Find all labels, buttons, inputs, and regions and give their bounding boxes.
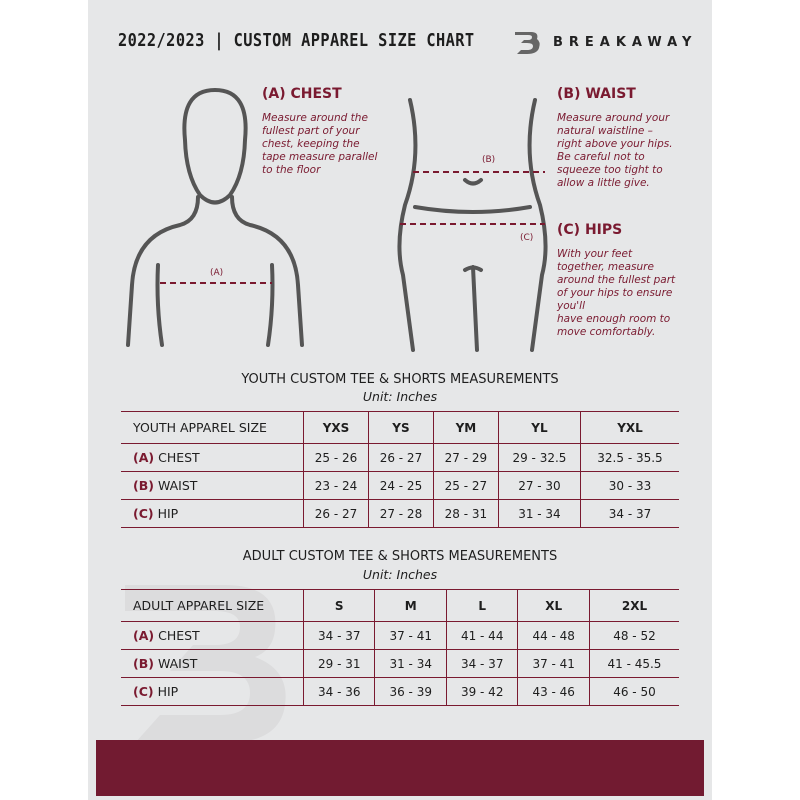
table-row: (A) CHEST 34 - 37 37 - 41 41 - 44 44 - 48 48 …	[121, 621, 679, 650]
brand-name: BREAKAWAY	[553, 34, 698, 50]
table-header-row: ADULT APPAREL SIZE S M L XL 2XL	[121, 589, 679, 622]
youth-unit: Unit: Inches	[362, 389, 438, 404]
size-label: YOUTH APPAREL SIZE	[121, 411, 304, 444]
cell: 30 - 33	[579, 471, 679, 500]
cell: 46 - 50	[588, 677, 679, 706]
youth-table-title: YOUTH CUSTOM TEE & SHORTS MEASUREMENTS	[241, 372, 559, 387]
cell: 31 - 34	[497, 499, 581, 528]
row-name: HIP	[157, 506, 179, 521]
cell: 27 - 28	[367, 499, 434, 528]
cell: 41 - 44	[445, 621, 518, 650]
row-letter: (A)	[133, 628, 155, 643]
chest-heading: (A) CHEST	[262, 86, 342, 102]
cell: 34 - 37	[579, 499, 679, 528]
cell: 32.5 - 35.5	[579, 443, 679, 472]
waist-marker: (B)	[482, 155, 495, 165]
footer-band	[96, 740, 704, 796]
brand-logo: BREAKAWAY	[513, 28, 697, 56]
cell: 28 - 31	[432, 499, 499, 528]
size-header: S	[302, 589, 375, 622]
chest-marker: (A)	[210, 268, 223, 278]
cell: 34 - 36	[302, 677, 375, 706]
size-header: YM	[432, 411, 499, 444]
row-name: WAIST	[157, 478, 198, 493]
adult-table-title: ADULT CUSTOM TEE & SHORTS MEASUREMENTS	[242, 549, 558, 564]
row-letter: (C)	[133, 506, 154, 521]
cell: 41 - 45.5	[588, 649, 679, 678]
table-row: (C) HIP 26 - 27 27 - 28 28 - 31 31 - 34 34 - …	[121, 499, 679, 528]
hips-heading: (C) HIPS	[557, 222, 623, 238]
breakaway-b-icon	[515, 32, 540, 54]
waist-heading: (B) WAIST	[557, 86, 636, 102]
waist-hips-figure: (B) (C)	[397, 98, 548, 352]
row-letter: (B)	[133, 656, 154, 671]
cell: 29 - 32.5	[497, 443, 581, 472]
cell: 37 - 41	[374, 621, 447, 650]
row-letter: (B)	[133, 478, 154, 493]
size-header: YXL	[579, 411, 679, 444]
size-header: YXS	[303, 411, 369, 444]
size-header: L	[445, 589, 518, 622]
table-row: (B) WAIST 23 - 24 24 - 25 25 - 27 27 - 30 30 …	[121, 471, 679, 500]
cell: 31 - 34	[374, 649, 447, 678]
cell: 25 - 27	[432, 471, 499, 500]
cell: 27 - 30	[497, 471, 581, 500]
hips-text: With your feet together, measure around th…	[557, 248, 676, 338]
row-letter: (A)	[133, 450, 155, 465]
page-title: 2022/2023 | CUSTOM APPAREL SIZE CHART	[118, 30, 475, 51]
youth-size-table: YOUTH APPAREL SIZE YXS YS YM YL YXL (A) CHES…	[121, 411, 679, 528]
waist-text: Measure around your natural waistline – ri…	[557, 112, 673, 189]
size-header: YS	[367, 411, 434, 444]
chest-text: Measure around the fullest part of your ch…	[262, 112, 378, 176]
adult-size-table: ADULT APPAREL SIZE S M L XL 2XL (A) CHEST 34 …	[121, 589, 679, 706]
table-row: (B) WAIST 29 - 31 31 - 34 34 - 37 37 - 41 41 …	[121, 649, 679, 678]
hips-marker: (C)	[520, 233, 533, 243]
cell: 23 - 24	[303, 471, 369, 500]
cell: 43 - 46	[517, 677, 590, 706]
row-name: CHEST	[158, 450, 200, 465]
cell: 44 - 48	[517, 621, 590, 650]
chest-figure: (A)	[126, 87, 304, 347]
table-row: (C) HIP 34 - 36 36 - 39 39 - 42 43 - 46 46 - …	[121, 677, 679, 706]
row-name: CHEST	[158, 628, 200, 643]
cell: 36 - 39	[374, 677, 447, 706]
cell: 48 - 52	[588, 621, 679, 650]
cell: 24 - 25	[367, 471, 434, 500]
cell: 34 - 37	[445, 649, 518, 678]
size-header: XL	[517, 589, 590, 622]
size-header: M	[374, 589, 447, 622]
size-header: 2XL	[588, 589, 679, 622]
row-name: WAIST	[157, 656, 198, 671]
cell: 29 - 31	[302, 649, 375, 678]
row-name: HIP	[157, 684, 179, 699]
table-header-row: YOUTH APPAREL SIZE YXS YS YM YL YXL	[121, 411, 679, 444]
cell: 34 - 37	[302, 621, 375, 650]
size-label: ADULT APPAREL SIZE	[121, 589, 304, 622]
table-row: (A) CHEST 25 - 26 26 - 27 27 - 29 29 - 32.5 3…	[121, 443, 679, 472]
cell: 25 - 26	[303, 443, 369, 472]
cell: 37 - 41	[517, 649, 590, 678]
cell: 26 - 27	[367, 443, 434, 472]
size-header: YL	[497, 411, 581, 444]
row-letter: (C)	[133, 684, 154, 699]
adult-unit: Unit: Inches	[362, 567, 438, 582]
cell: 27 - 29	[432, 443, 499, 472]
cell: 39 - 42	[445, 677, 518, 706]
cell: 26 - 27	[303, 499, 369, 528]
